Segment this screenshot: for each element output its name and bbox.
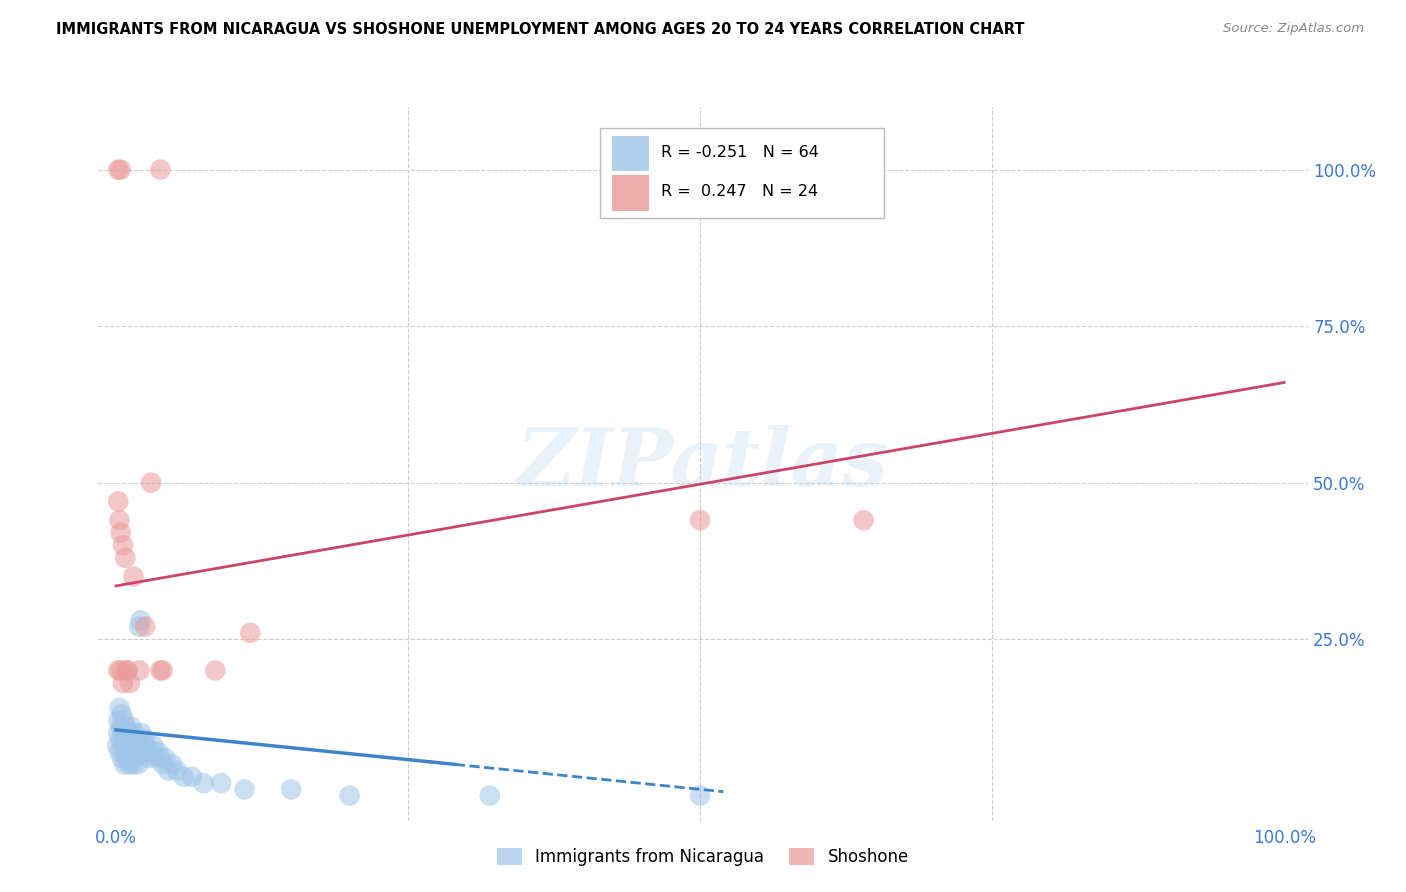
Point xyxy=(108,701,131,715)
Text: Source: ZipAtlas.com: Source: ZipAtlas.com xyxy=(1223,22,1364,36)
Point xyxy=(138,751,160,765)
Point xyxy=(124,745,146,759)
Point xyxy=(120,720,142,734)
Text: IMMIGRANTS FROM NICARAGUA VS SHOSHONE UNEMPLOYMENT AMONG AGES 20 TO 24 YEARS COR: IMMIGRANTS FROM NICARAGUA VS SHOSHONE UN… xyxy=(56,22,1025,37)
Point xyxy=(111,538,134,552)
Point xyxy=(110,162,132,177)
Point xyxy=(157,764,180,778)
Point xyxy=(152,664,174,678)
Point xyxy=(153,751,176,765)
Point xyxy=(149,751,172,765)
Point xyxy=(180,770,202,784)
Point xyxy=(115,720,138,734)
Point xyxy=(173,770,195,784)
Point xyxy=(112,757,135,772)
Point xyxy=(239,625,262,640)
Point xyxy=(125,739,148,753)
Point xyxy=(139,745,162,759)
Point xyxy=(125,732,148,747)
Point xyxy=(120,739,142,753)
Point xyxy=(117,664,139,678)
Point xyxy=(166,764,188,778)
Point xyxy=(128,619,150,633)
Point xyxy=(852,513,875,527)
Point xyxy=(122,757,145,772)
Point xyxy=(115,751,138,765)
Point xyxy=(115,664,138,678)
FancyBboxPatch shape xyxy=(613,175,648,211)
Point xyxy=(118,676,141,690)
Point xyxy=(145,751,167,765)
Point xyxy=(107,494,129,508)
Point xyxy=(209,776,232,790)
Point xyxy=(114,732,136,747)
Point xyxy=(118,751,141,765)
Point xyxy=(125,751,148,765)
Point xyxy=(339,789,361,803)
Point xyxy=(107,162,129,177)
Point xyxy=(118,757,141,772)
Point xyxy=(108,745,131,759)
Point xyxy=(139,475,162,490)
Point xyxy=(111,707,134,722)
Point xyxy=(135,739,157,753)
Point xyxy=(689,789,711,803)
Text: ZIPatlas: ZIPatlas xyxy=(517,425,889,502)
Point xyxy=(132,739,155,753)
Legend: Immigrants from Nicaragua, Shoshone: Immigrants from Nicaragua, Shoshone xyxy=(491,841,915,873)
Point xyxy=(160,757,183,772)
Point xyxy=(149,162,172,177)
Point xyxy=(689,513,711,527)
Point xyxy=(107,714,129,728)
Point xyxy=(134,619,156,633)
Point xyxy=(280,782,302,797)
Point xyxy=(111,751,134,765)
Point xyxy=(136,745,159,759)
FancyBboxPatch shape xyxy=(600,128,884,218)
Text: R =  0.247   N = 24: R = 0.247 N = 24 xyxy=(661,185,818,200)
Point xyxy=(142,739,165,753)
Point xyxy=(122,739,145,753)
Point xyxy=(122,569,145,583)
Point xyxy=(121,751,143,765)
Point xyxy=(114,745,136,759)
Point xyxy=(111,739,134,753)
Point xyxy=(108,513,131,527)
Point xyxy=(110,525,132,540)
Point xyxy=(193,776,215,790)
Text: R = -0.251   N = 64: R = -0.251 N = 64 xyxy=(661,145,818,161)
Point xyxy=(125,745,148,759)
Point xyxy=(117,726,139,740)
Point xyxy=(132,745,155,759)
Point xyxy=(111,676,134,690)
Point xyxy=(110,720,132,734)
Point xyxy=(152,757,174,772)
Point xyxy=(121,732,143,747)
Point xyxy=(110,664,132,678)
Point xyxy=(105,739,128,753)
Point xyxy=(110,732,132,747)
Point xyxy=(233,782,256,797)
Point xyxy=(107,664,129,678)
Point xyxy=(111,726,134,740)
Point xyxy=(124,726,146,740)
Point xyxy=(127,757,149,772)
Point xyxy=(117,739,139,753)
Point xyxy=(134,732,156,747)
Point xyxy=(112,714,135,728)
Point xyxy=(129,613,152,627)
Point xyxy=(131,726,153,740)
Point xyxy=(114,550,136,565)
Point xyxy=(204,664,226,678)
Point xyxy=(146,745,169,759)
Point xyxy=(128,664,150,678)
Point xyxy=(118,745,141,759)
Point xyxy=(478,789,501,803)
Point xyxy=(118,732,141,747)
Point xyxy=(149,664,172,678)
FancyBboxPatch shape xyxy=(613,136,648,171)
Point xyxy=(107,726,129,740)
